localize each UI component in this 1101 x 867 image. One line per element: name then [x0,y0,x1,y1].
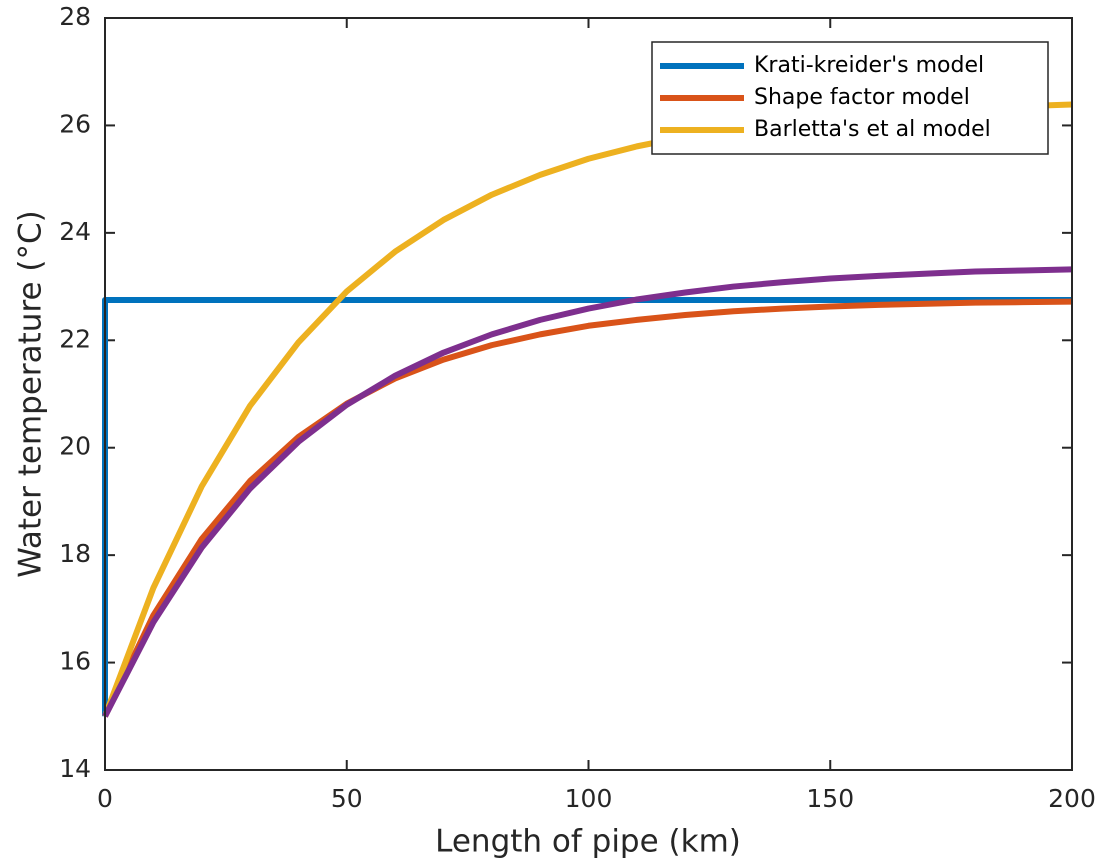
y-tick-label: 18 [59,539,91,568]
y-axis-label: Water temperature (°C) [13,210,49,578]
legend-label: Krati-kreider's model [754,53,984,78]
x-tick-label: 150 [806,784,854,813]
y-tick-label: 16 [59,647,91,676]
series-line [102,297,1072,717]
series-line [102,101,1073,718]
axes-box [104,17,1073,771]
legend-box [651,41,1049,155]
series-line [102,298,1073,718]
y-tick-label: 24 [59,217,91,246]
y-tick-label: 22 [59,324,91,353]
legend-label: Barletta's et al model [754,117,991,142]
legend-label: Shape factor model [754,85,970,110]
x-axis-label: Length of pipe (km) [435,824,741,860]
series-line [102,266,1073,718]
y-tick-label: 14 [59,754,91,783]
x-tick-label: 100 [565,784,613,813]
x-tick-label: 0 [97,784,113,813]
x-tick-label: 200 [1048,784,1096,813]
legend: Krati-kreider's model Shape factor model B… [651,41,1049,155]
y-tick-label: 26 [59,109,91,138]
y-tick-label: 28 [59,2,91,31]
x-tick-label: 50 [331,784,363,813]
y-tick-label: 20 [59,432,91,461]
